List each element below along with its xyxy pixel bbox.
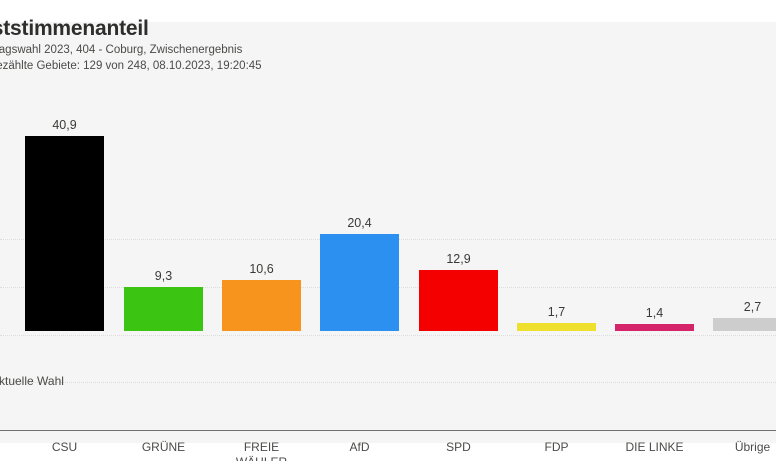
x-axis-line	[0, 430, 776, 431]
x-axis-label: CSU	[10, 440, 120, 455]
bar-rect[interactable]	[517, 322, 596, 331]
bar-value-label: 20,4	[347, 215, 372, 230]
bar-rect[interactable]	[124, 286, 203, 331]
gridline	[0, 334, 776, 336]
bar-grüne[interactable]: 9,3	[124, 1, 203, 331]
bar-value-label: 9,3	[154, 268, 173, 283]
bar-value-label: 40,9	[52, 118, 77, 132]
x-axis-label-line1: AfD	[349, 440, 370, 454]
bar-rect[interactable]	[713, 318, 776, 331]
legend-item-label: Aktuelle Wahl	[0, 374, 64, 388]
bar-afd[interactable]: 20,4	[320, 1, 399, 331]
bar-die-linke[interactable]: 1,4	[615, 1, 694, 331]
x-axis-label-line1: CSU	[51, 440, 78, 454]
chart-card	[0, 22, 776, 443]
gridline	[0, 382, 776, 384]
bar-chart-plot: 40,9 9,3 10,6 20,4 12,9 1,7 1,4 2,7 CSU GRÜNE FRE…	[0, 100, 776, 461]
bar-value-label: 12,9	[446, 251, 471, 266]
bar-value-label: 1,4	[645, 306, 664, 321]
x-axis-label: FDP	[502, 440, 612, 455]
x-axis-label: FREIEWÄHLER	[207, 440, 317, 461]
x-axis-label: GRÜNE	[109, 440, 219, 455]
bar-rect[interactable]	[222, 280, 301, 331]
x-axis-label: SPD	[404, 440, 514, 455]
x-axis-label: Übrige	[698, 440, 776, 455]
bar-csu[interactable]: 40,9	[25, 1, 104, 331]
x-axis-label-line1: FDP	[544, 440, 569, 454]
bar-übrige[interactable]: 2,7	[713, 1, 776, 331]
chart-subtitle: Landtagswahl 2023, 404 - Coburg, Zwische…	[0, 44, 243, 56]
bar-rect[interactable]	[419, 269, 498, 331]
bar-rect[interactable]	[25, 136, 104, 331]
bar-rect[interactable]	[615, 324, 694, 331]
x-axis-label: AfD	[305, 440, 415, 455]
x-axis-label-line1: GRÜNE	[141, 440, 186, 454]
x-axis-label-line1: DIE LINKE	[625, 440, 684, 454]
x-axis-label-line1: Übrige	[734, 440, 771, 454]
bar-fdp[interactable]: 1,7	[517, 1, 596, 331]
x-axis-label-line1: SPD	[446, 440, 471, 454]
x-axis-label-line2: WÄHLER	[207, 455, 317, 461]
bar-value-label: 2,7	[743, 300, 762, 315]
chart-header: Erststimmenanteil Landtagswahl 2023, 404…	[0, 16, 776, 74]
bar-value-label: 1,7	[547, 304, 566, 319]
bar-freie[interactable]: 10,6	[222, 1, 301, 331]
bar-rect[interactable]	[320, 233, 399, 331]
x-axis-label: DIE LINKE	[600, 440, 710, 455]
page-title: Erststimmenanteil	[0, 17, 149, 40]
legend: Aktuelle Wahl	[0, 374, 64, 388]
x-axis-label-line1: FREIE	[243, 440, 280, 454]
chart-subtitle-secondary: Ausgezählte Gebiete: 129 von 248, 08.10.…	[0, 60, 262, 72]
bar-spd[interactable]: 12,9	[419, 1, 498, 331]
bar-value-label: 10,6	[249, 262, 274, 277]
